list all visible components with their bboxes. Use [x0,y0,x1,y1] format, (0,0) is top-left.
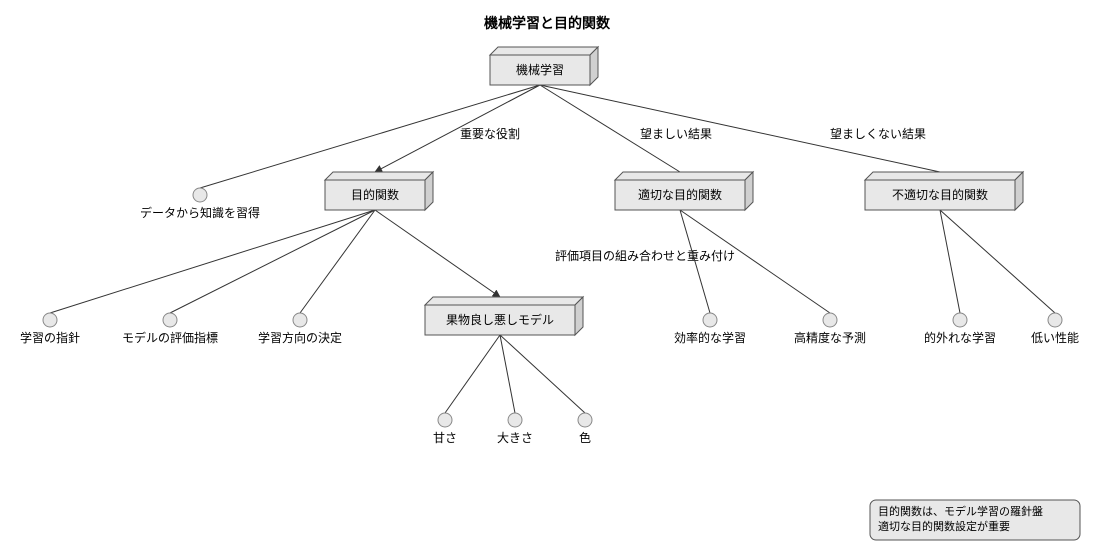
note-box: 目的関数は、モデル学習の羅針盤適切な目的関数設定が重要 [870,500,1080,540]
leaf-node: 大きさ [497,413,533,445]
leaf-node-label: 学習の指針 [20,330,80,345]
edge [300,210,375,313]
edge [445,335,500,413]
nodes: 機械学習目的関数 適切な目的関数 不適切な目的関数果物良し悪しモデル データから知識を… [20,47,1079,445]
note-line: 適切な目的関数設定が重要 [878,519,1010,533]
edge [50,210,375,313]
leaf-node: 学習方向の決定 [258,313,342,345]
edge [170,210,375,313]
box-node-label: 機械学習 [516,62,564,77]
edge-label: 評価項目の組み合わせと重み付け [555,248,735,263]
box-node-label: 果物良し悪しモデル [446,312,554,327]
box-node-label: 不適切な目的関数 [892,187,988,202]
box-node: 適切な目的関数 [615,172,753,210]
box-node: 機械学習 [490,47,598,85]
leaf-node: モデルの評価指標 [122,313,218,345]
leaf-node-label: データから知識を習得 [140,205,260,220]
edge-label: 望ましくない結果 [830,127,926,141]
box-node: 果物良し悪しモデル [425,297,583,335]
leaf-node: 色 [578,413,592,445]
leaf-node-label: 低い性能 [1031,331,1079,345]
leaf-node: 低い性能 [1031,313,1079,345]
box-node-label: 目的関数 [351,187,399,202]
leaf-node-label: 甘さ [433,431,457,445]
box-node-label: 適切な目的関数 [638,187,722,202]
leaf-node: 学習の指針 [20,313,80,345]
leaf-node: 効率的な学習 [674,313,746,345]
edge [375,210,500,297]
leaf-node: 甘さ [433,413,457,445]
note-line: 目的関数は、モデル学習の羅針盤 [878,504,1043,518]
leaf-node: 高精度な予測 [794,313,866,345]
box-node: 不適切な目的関数 [865,172,1023,210]
leaf-node-label: 効率的な学習 [674,330,746,345]
edges: 重要な役割 望ましい結果 望ましくない結果評価項目の組み合わせと重み付け [50,85,1055,413]
leaf-node-label: 高精度な予測 [794,330,866,345]
leaf-node-label: 色 [579,431,591,445]
leaf-node-label: 学習方向の決定 [258,330,342,345]
diagram-title: 機械学習と目的関数 [484,15,611,31]
leaf-node-label: 的外れな学習 [924,330,996,345]
edge-label: 重要な役割 [460,126,520,141]
leaf-node: データから知識を習得 [140,188,260,220]
box-node: 目的関数 [325,172,433,210]
leaf-node: 的外れな学習 [924,313,996,345]
leaf-node-label: 大きさ [497,431,533,445]
leaf-node-label: モデルの評価指標 [122,330,218,345]
edge-label: 望ましい結果 [640,127,712,141]
